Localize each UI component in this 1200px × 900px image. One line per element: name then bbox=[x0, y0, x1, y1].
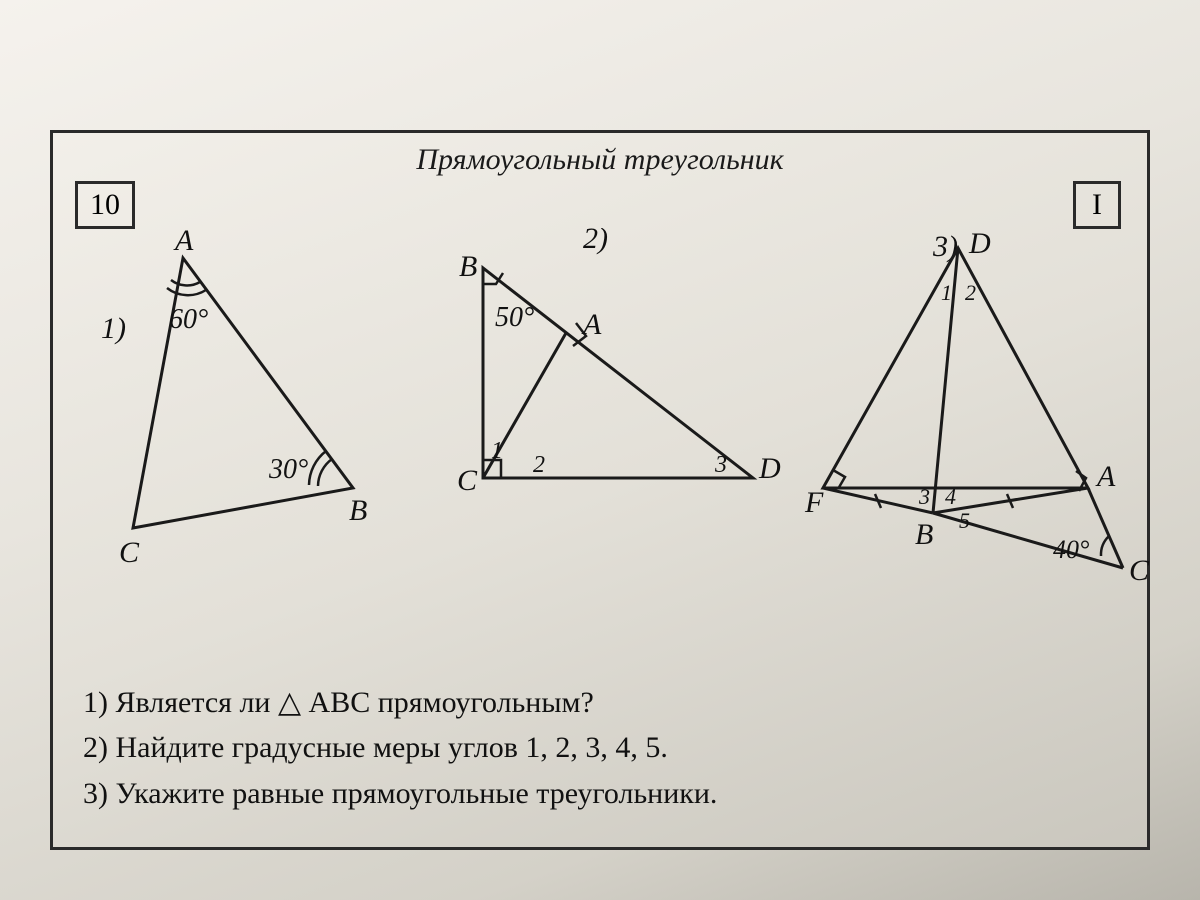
q1-suffix: прямоугольным? bbox=[370, 686, 594, 719]
figure-3: 3) D F bbox=[783, 228, 1163, 608]
fig2-angle-B: 50° bbox=[495, 302, 534, 333]
fig1-angle-a-arc2 bbox=[167, 288, 206, 295]
figure-2: 2) B C D A 50° 1 2 3 bbox=[423, 228, 803, 558]
question-2: 2) Найдите градусные меры углов 1, 2, 3,… bbox=[83, 726, 1123, 770]
variant-box: I bbox=[1073, 181, 1121, 229]
fig1-caption: 1) bbox=[101, 312, 126, 345]
fig3-num-5: 5 bbox=[959, 508, 970, 533]
figure-1: 1) A B C 60° 30° bbox=[63, 228, 403, 578]
page: Прямоугольный треугольник 10 I 1) A B C … bbox=[0, 0, 1200, 900]
fig3-label-D: D bbox=[968, 228, 991, 260]
fig3-angle-C: 40° bbox=[1053, 535, 1089, 564]
card-title: Прямоугольный треугольник bbox=[53, 143, 1147, 177]
fig1-angle-B: 30° bbox=[268, 454, 308, 485]
fig3-right-angle-F bbox=[833, 470, 845, 489]
triangle-symbol: △ ABC bbox=[278, 686, 370, 719]
fig3-num-2: 2 bbox=[965, 280, 976, 305]
fig3-label-F: F bbox=[804, 486, 824, 519]
fig3-num-4: 4 bbox=[945, 484, 956, 509]
q1-prefix: 1) Является ли bbox=[83, 686, 278, 719]
fig1-triangle bbox=[133, 258, 353, 528]
question-3: 3) Укажите равные прямоугольные треуголь… bbox=[83, 772, 1123, 816]
fig1-angle-A: 60° bbox=[169, 304, 208, 335]
fig3-angle-C-arc bbox=[1101, 536, 1109, 556]
fig2-label-B: B bbox=[459, 250, 477, 283]
fig2-num-1: 1 bbox=[491, 438, 503, 464]
questions: 1) Является ли △ ABC прямоугольным? 2) Н… bbox=[83, 679, 1123, 818]
fig2-num-3: 3 bbox=[714, 452, 727, 478]
fig3-line-AC bbox=[1088, 488, 1123, 568]
fig3-num-1: 1 bbox=[941, 280, 952, 305]
fig3-label-A: A bbox=[1095, 460, 1116, 493]
question-1: 1) Является ли △ ABC прямоугольным? bbox=[83, 681, 1123, 725]
figures-row: 1) A B C 60° 30° 2) bbox=[53, 228, 1147, 608]
fig3-label-C: C bbox=[1129, 554, 1150, 587]
fig3-num-3: 3 bbox=[918, 484, 930, 509]
problem-number-box: 10 bbox=[75, 181, 135, 229]
fig2-label-D: D bbox=[758, 452, 781, 485]
fig1-angle-b-arc1 bbox=[318, 459, 332, 486]
fig1-label-A: A bbox=[173, 228, 194, 257]
fig2-num-2: 2 bbox=[533, 452, 545, 478]
fig2-triangle bbox=[483, 268, 753, 478]
fig2-label-C: C bbox=[457, 464, 478, 497]
fig1-label-C: C bbox=[119, 536, 140, 569]
fig1-angle-a-arc1 bbox=[171, 280, 200, 285]
problem-card: Прямоугольный треугольник 10 I 1) A B C … bbox=[50, 130, 1150, 850]
fig3-caption: 3) bbox=[932, 230, 958, 263]
fig2-label-A: A bbox=[581, 308, 602, 341]
fig2-caption: 2) bbox=[583, 228, 608, 255]
fig1-label-B: B bbox=[349, 494, 367, 527]
fig3-label-B: B bbox=[915, 518, 933, 551]
